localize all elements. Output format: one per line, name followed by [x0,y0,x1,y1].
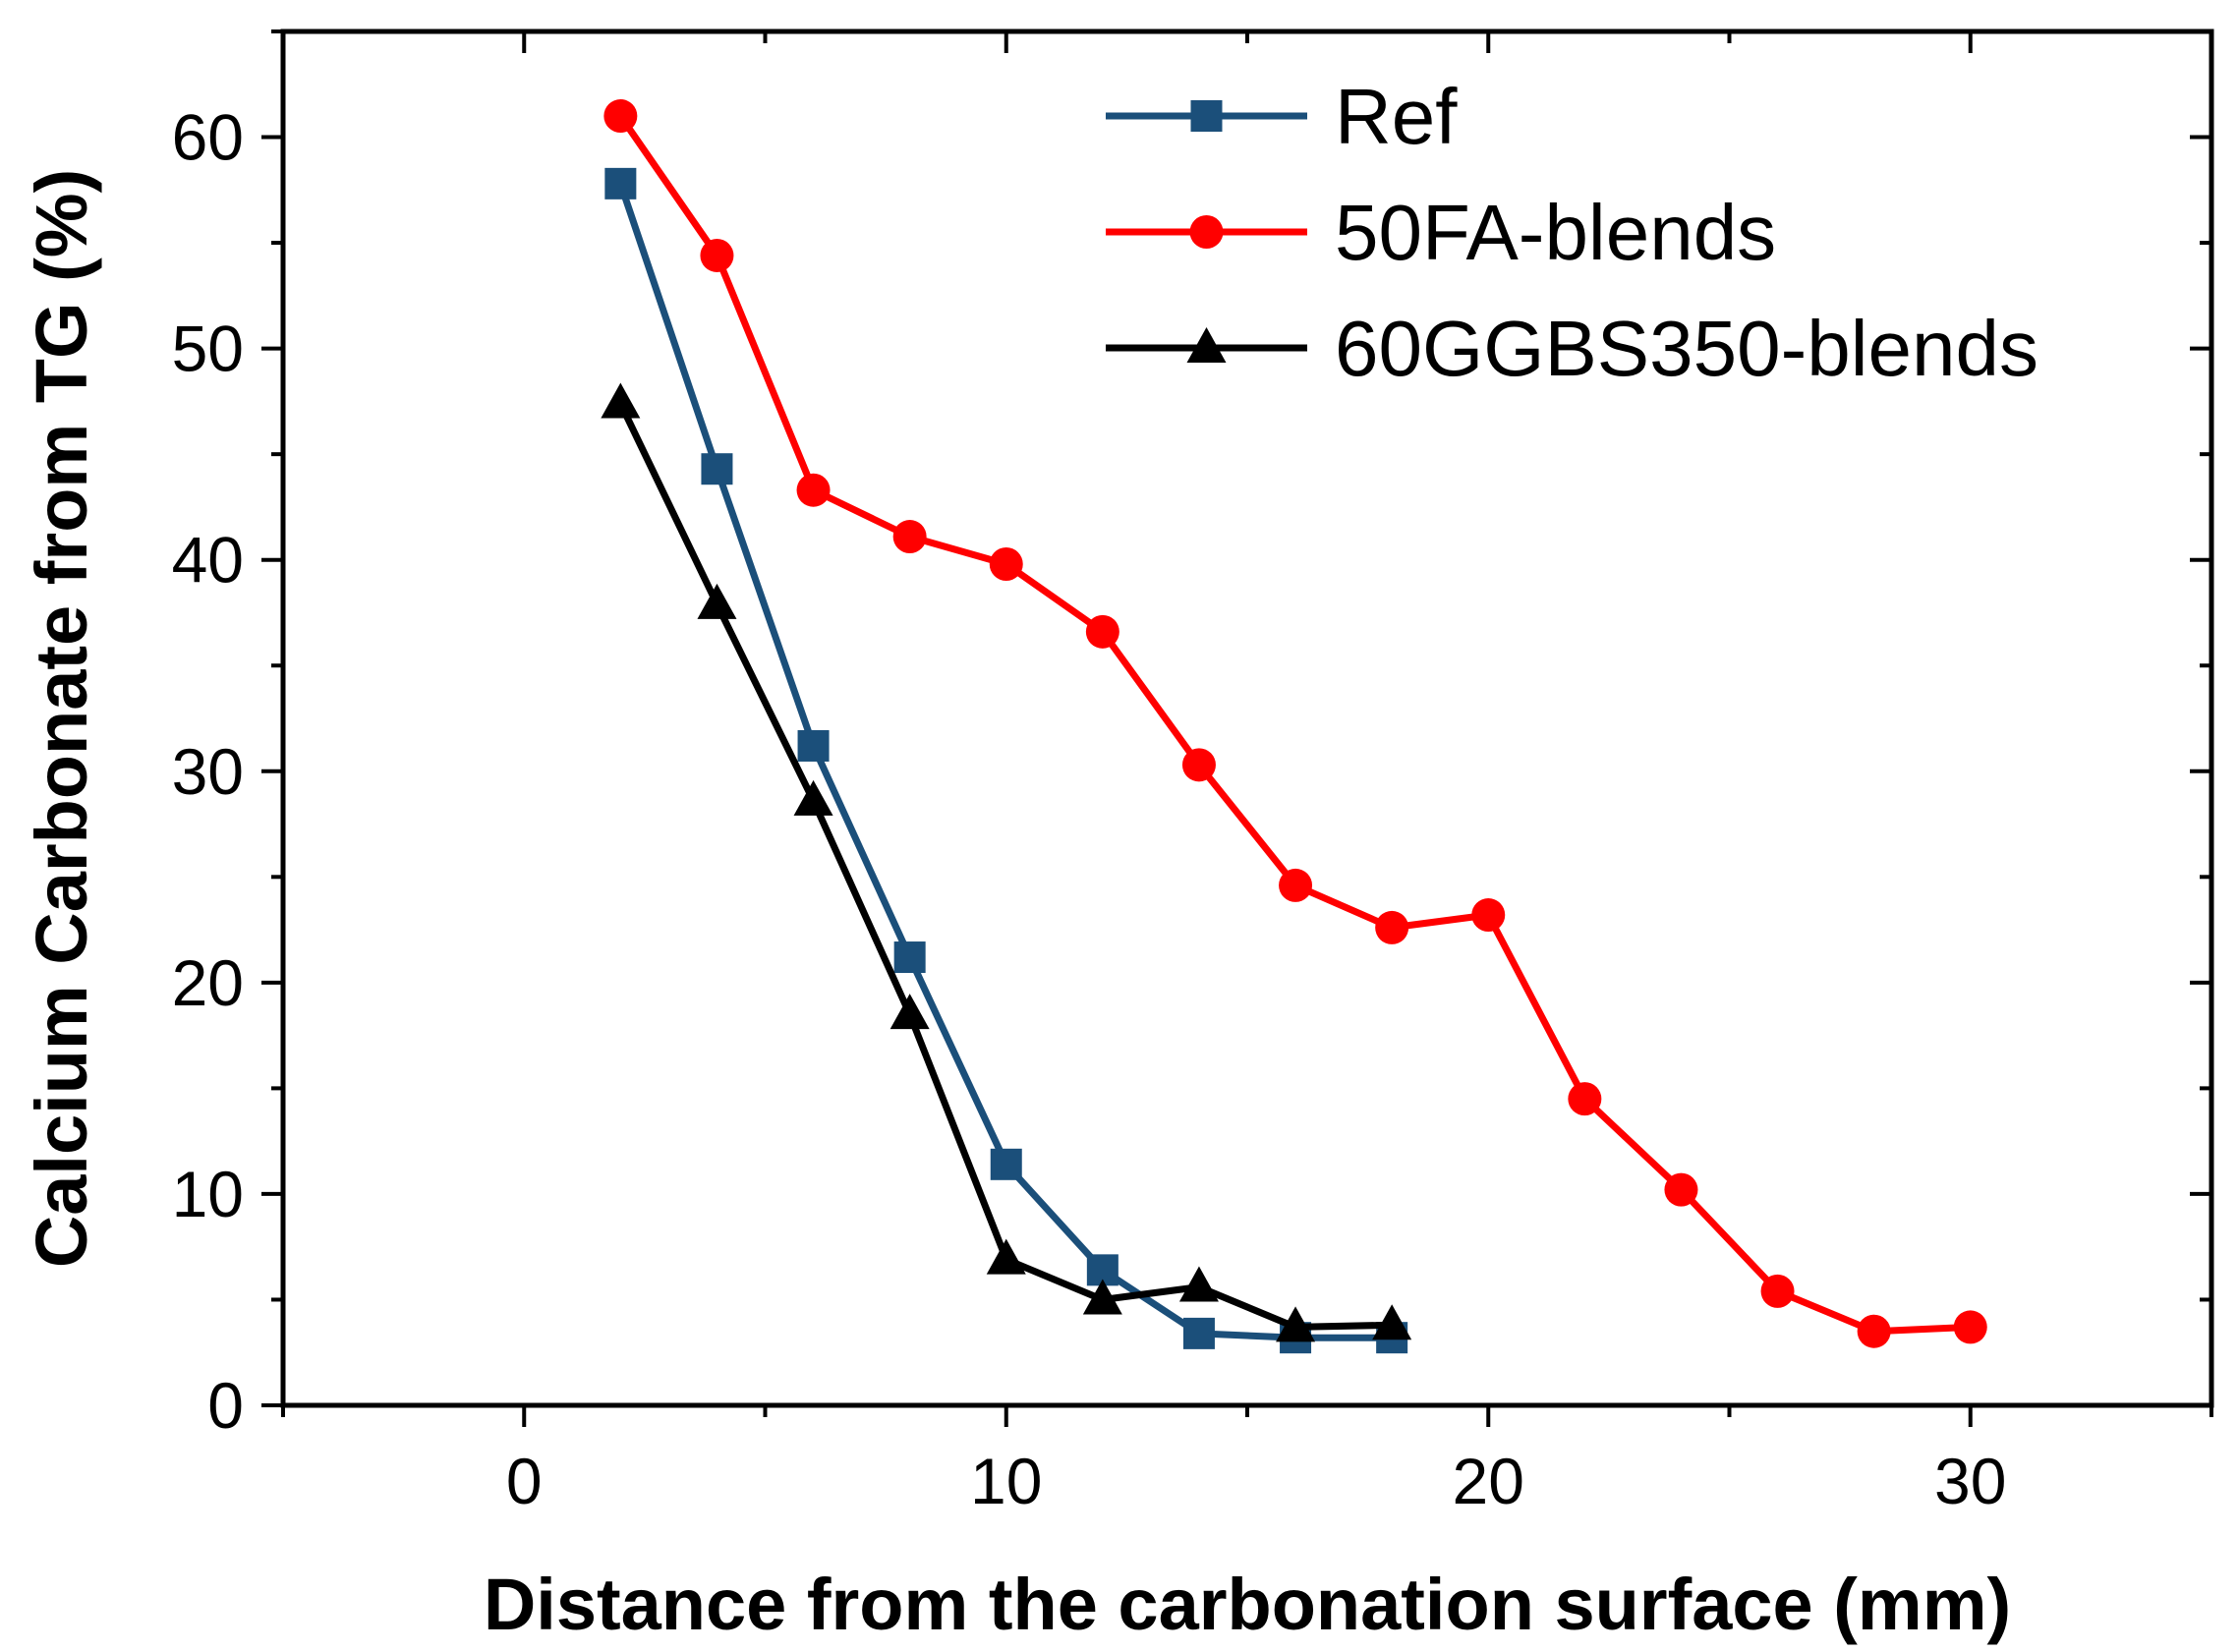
data-point-ref [604,167,637,199]
data-point-60ggbs350-blends [601,382,641,419]
data-point-60ggbs350-blends [1082,1279,1122,1315]
data-point-50fa-blends [1568,1082,1602,1116]
data-point-50fa-blends [1085,614,1119,649]
data-point-50fa-blends [892,520,927,554]
y-tick-label: 20 [172,946,244,1019]
series-60ggbs350-blends [601,382,1412,1342]
data-point-60ggbs350-blends [889,994,930,1030]
data-point-50fa-blends [1760,1274,1795,1308]
x-axis-title: Distance from the carbonation surface (m… [484,1564,2011,1645]
legend-marker-60ggbs350-blends [1186,327,1227,363]
legend-label-50fa-blends: 50FA-blends [1335,189,1776,276]
x-tick-label: 10 [970,1445,1042,1517]
y-tick-label: 30 [172,735,244,808]
data-point-50fa-blends [1279,868,1313,902]
data-point-60ggbs350-blends [1178,1266,1219,1302]
legend-entry-ref: Ref [1106,73,1458,160]
data-point-ref [797,729,830,762]
y-tick-label: 60 [172,101,244,174]
data-point-60ggbs350-blends [986,1238,1026,1275]
axes-ticks: 0 10 20 30 0 10 20 30 40 50 60 [172,29,2213,1517]
data-point-50fa-blends [1664,1172,1698,1207]
data-point-50fa-blends [989,546,1023,581]
data-point-ref [701,453,733,485]
y-tick-label: 40 [172,524,244,597]
data-point-50fa-blends [1375,910,1409,944]
data-point-50fa-blends [700,238,734,272]
series-50fa-blends [603,99,1987,1348]
y-tick-label: 50 [172,313,244,385]
data-point-50fa-blends [796,473,831,507]
data-point-60ggbs350-blends [793,779,833,816]
legend-label-ref: Ref [1335,73,1458,160]
legend-entry-50fa-blends: 50FA-blends [1106,189,1776,276]
plot-frame [280,28,2214,1408]
series-lines [601,99,1987,1354]
legend-entry-60ggbs350-blends: 60GGBS350-blends [1106,305,2038,392]
y-tick-label: 10 [172,1158,244,1230]
data-point-ref [893,941,926,974]
data-point-50fa-blends [1181,748,1216,782]
data-point-50fa-blends [1953,1310,1987,1344]
y-axis-title: Calcium Carbonate from TG (%) [21,169,102,1268]
y-tick-label: 0 [207,1369,244,1442]
data-point-50fa-blends [603,99,638,134]
legend: Ref 50FA-blends 60GGBS350-blends [1106,73,2038,392]
data-point-60ggbs350-blends [1372,1304,1412,1340]
x-tick-label: 0 [506,1445,543,1517]
data-point-60ggbs350-blends [697,583,737,619]
data-point-50fa-blends [1471,898,1506,933]
data-point-ref [1182,1317,1215,1349]
series-line-50fa-blends [617,114,1971,1336]
x-tick-label: 30 [1934,1445,2006,1517]
data-point-50fa-blends [1857,1314,1891,1348]
legend-label-60ggbs350-blends: 60GGBS350-blends [1335,305,2038,392]
legend-marker-ref [1190,100,1223,132]
data-point-ref [990,1148,1022,1180]
legend-marker-50fa-blends [1189,215,1224,249]
x-tick-label: 20 [1453,1445,1524,1517]
data-point-60ggbs350-blends [1276,1306,1316,1342]
